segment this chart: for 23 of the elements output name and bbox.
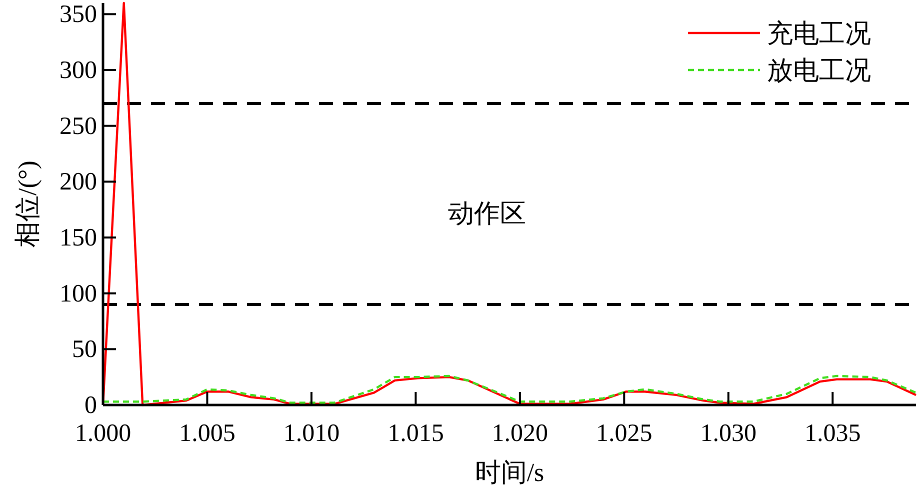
y-tick-label: 200	[60, 168, 97, 196]
line-series	[102, 2, 917, 406]
y-tick-label: 300	[60, 57, 97, 84]
legend-label: 充电工况	[767, 19, 871, 48]
legend-label: 放电工况	[767, 56, 871, 85]
x-tick-label: 1.010	[283, 420, 340, 447]
y-tick-label: 250	[60, 112, 97, 140]
y-tick-label: 0	[84, 392, 97, 419]
annotation: 动作区	[448, 199, 526, 228]
x-tick-label: 1.025	[596, 420, 652, 447]
x-tick-label: 1.015	[388, 420, 444, 447]
y-axis-title: 相位/(°)	[13, 160, 42, 248]
y-tick-label: 50	[72, 336, 97, 364]
x-tick-label: 1.005	[179, 420, 236, 447]
x-tick-label: 1.020	[492, 420, 548, 447]
x-axis-title: 时间/s	[474, 458, 544, 487]
y-tick-label: 350	[60, 1, 97, 28]
line-series	[102, 374, 917, 404]
x-tick-label: 1.030	[700, 420, 757, 447]
x-tick-label: 1.000	[74, 420, 132, 447]
y-tick-label: 100	[60, 280, 97, 308]
x-tick-label: 1.035	[804, 420, 861, 447]
y-tick-label: 150	[60, 224, 97, 252]
